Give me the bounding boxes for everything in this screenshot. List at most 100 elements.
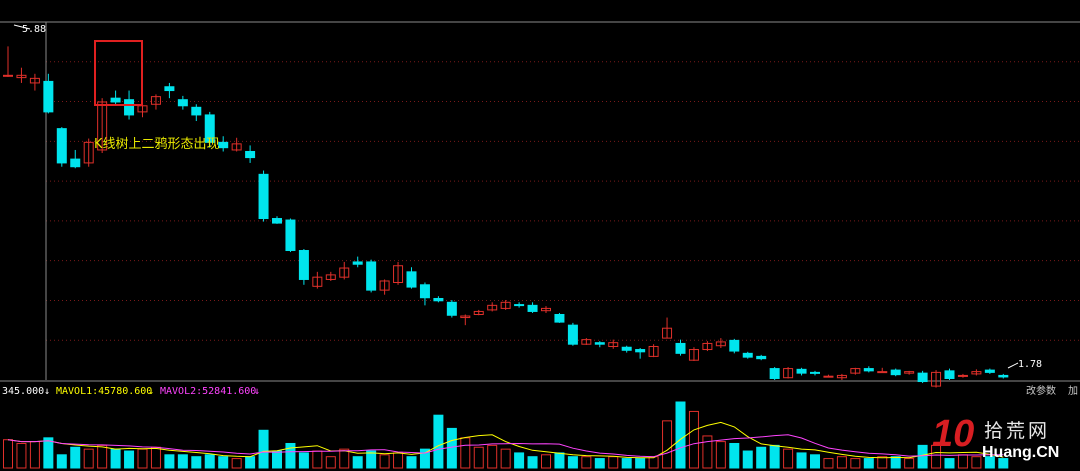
volume-bar <box>258 429 269 469</box>
candle-body <box>298 250 309 280</box>
candle-body <box>702 342 713 351</box>
volume-bar <box>366 450 377 469</box>
volume-bar <box>231 458 242 469</box>
volume-bar <box>446 427 457 469</box>
volume-bar <box>635 458 646 469</box>
candle-body <box>594 342 605 345</box>
volume-bar <box>433 414 444 469</box>
volume-bar <box>70 446 81 469</box>
candle-body <box>554 313 565 323</box>
candle-body <box>984 369 995 373</box>
volume-bar <box>204 454 215 469</box>
pattern-annotation: K线树上二鸦形态出现 <box>94 136 220 152</box>
candle-body <box>688 349 699 361</box>
candle-body <box>971 371 982 375</box>
mavol2-line <box>7 434 1004 458</box>
candle-body <box>904 371 915 374</box>
candle-body <box>931 371 942 387</box>
candle-body <box>608 342 619 347</box>
volume-bar <box>83 448 94 469</box>
volume-legend-item: 345.000 <box>2 386 45 397</box>
volume-bar <box>796 452 807 469</box>
volume-bar <box>473 446 484 469</box>
candle-body <box>164 86 175 92</box>
candle-body <box>756 355 767 360</box>
candle-body <box>446 301 457 316</box>
candle-body <box>635 349 646 353</box>
candle-body <box>419 284 430 299</box>
volume-legend-item: ↓ <box>44 386 51 397</box>
volume-bar <box>944 458 955 469</box>
candle-body <box>29 77 40 84</box>
volume-bar <box>581 456 592 469</box>
volume-bar <box>16 442 27 469</box>
candle-body <box>581 339 592 345</box>
volume-bar <box>487 444 498 469</box>
volume-bar <box>877 456 888 469</box>
candle-body <box>473 310 484 315</box>
volume-bar <box>3 439 13 469</box>
watermark-logo-en: Huang.CN <box>982 444 1060 461</box>
max-price-label: 5.88 <box>22 24 46 35</box>
volume-bar <box>352 456 363 469</box>
candle-body <box>890 369 901 376</box>
candle-series <box>3 46 1009 388</box>
volume-bar <box>43 437 54 469</box>
volume-legend-item: ↓ <box>148 386 155 397</box>
volume-bar <box>124 450 135 469</box>
volume-bar <box>662 420 673 469</box>
candle-body <box>3 74 13 77</box>
candle-body <box>110 97 121 103</box>
candle-body <box>836 374 847 379</box>
volume-bar <box>742 450 753 469</box>
candle-body <box>150 96 161 105</box>
candle-body <box>191 106 202 116</box>
candle-body <box>218 141 229 149</box>
volume-bar <box>460 437 471 469</box>
volume-bar <box>325 456 336 469</box>
candle-body <box>527 304 538 312</box>
volume-bar <box>904 458 915 469</box>
candle-body <box>662 327 673 339</box>
candle-body <box>460 315 471 319</box>
volume-legend-bar: 345.000 ↓ MAVOL1:45780.600 ↓ MAVOL2:52841.60… <box>0 384 1080 400</box>
volume-bar <box>500 448 511 469</box>
volume-bar <box>312 450 323 469</box>
volume-bar <box>648 456 659 469</box>
candle-body <box>16 74 27 79</box>
candle-body <box>917 372 928 383</box>
volume-bar <box>245 456 256 469</box>
volume-bar <box>998 458 1009 469</box>
candle-body <box>272 218 282 224</box>
volume-bar <box>150 446 161 469</box>
volume-bar <box>339 448 350 469</box>
volume-bar <box>527 456 538 469</box>
candle-body <box>729 339 740 352</box>
volume-bar <box>218 456 229 469</box>
price-grid <box>46 61 1080 341</box>
candle-body <box>83 141 94 164</box>
candle-body <box>675 342 686 354</box>
candle-body <box>567 324 578 345</box>
candle-body <box>43 80 54 113</box>
candle-body <box>487 304 498 311</box>
modify-params-button[interactable]: 改参数 <box>1026 386 1056 397</box>
watermark-logo-cn: 拾荒网 <box>984 420 1051 442</box>
volume-series <box>3 401 1009 469</box>
volume-bar <box>863 458 874 469</box>
candle-body <box>366 261 377 291</box>
candle-body <box>810 371 820 374</box>
candle-body <box>500 301 511 309</box>
add-indicator-button[interactable]: 加 <box>1068 386 1078 397</box>
volume-bar <box>567 456 578 469</box>
volume-bar <box>541 454 551 469</box>
volume-bar <box>756 446 767 469</box>
candle-body <box>957 374 968 377</box>
max-price-marker: 5.88 <box>13 24 46 35</box>
volume-bar <box>110 448 121 469</box>
candle-body <box>514 304 525 307</box>
volume-bar <box>890 456 901 469</box>
volume-bar <box>823 458 834 469</box>
volume-bar <box>272 450 282 469</box>
